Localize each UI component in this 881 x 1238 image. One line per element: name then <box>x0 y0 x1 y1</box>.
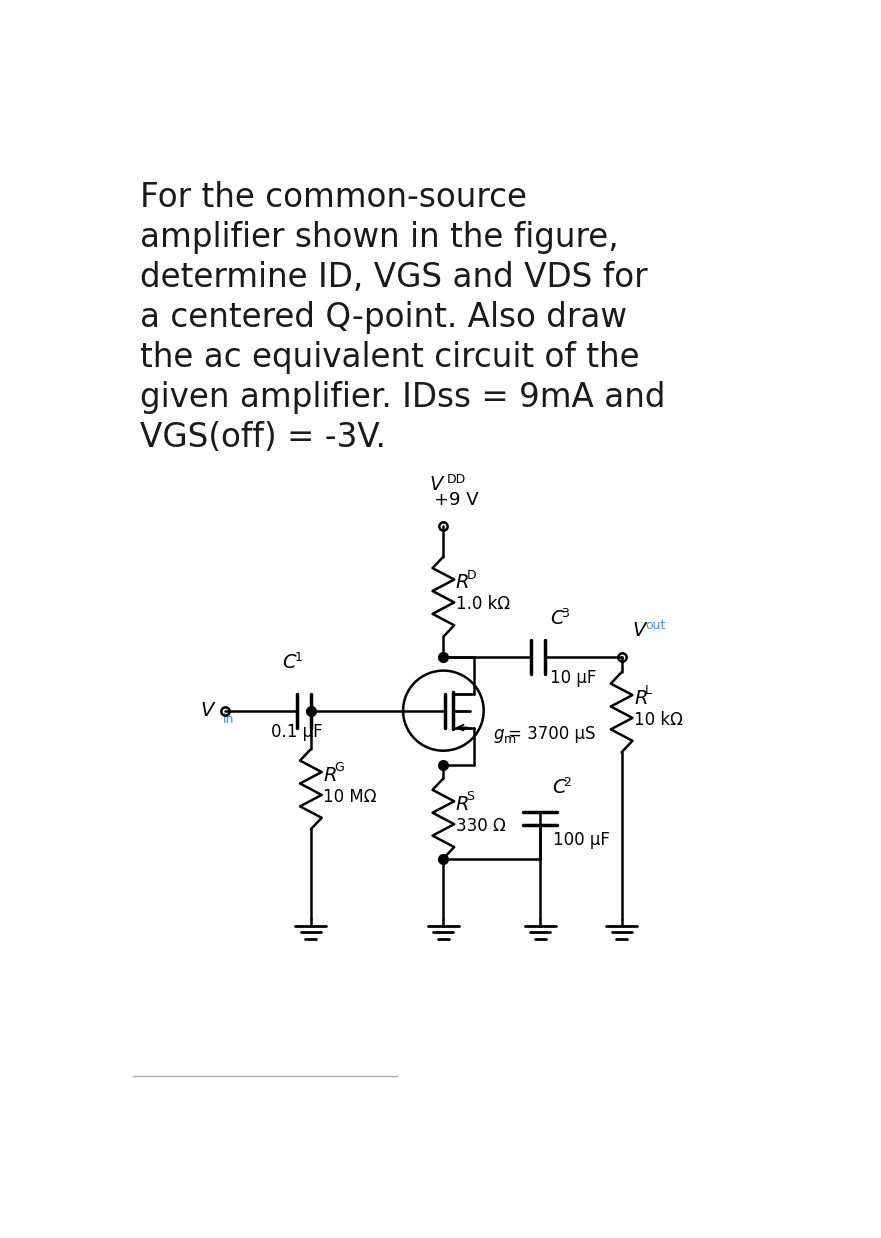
Text: DD: DD <box>448 473 467 485</box>
Text: R: R <box>634 688 648 708</box>
Text: = 3700 μS: = 3700 μS <box>508 724 596 743</box>
Text: 10 μF: 10 μF <box>551 669 596 687</box>
Text: D: D <box>467 568 477 582</box>
Text: out: out <box>645 619 665 633</box>
Text: R: R <box>323 766 337 785</box>
Text: For the common-source: For the common-source <box>139 181 527 214</box>
Text: C: C <box>282 654 296 672</box>
Text: S: S <box>467 790 475 803</box>
Text: C: C <box>552 777 566 797</box>
Text: in: in <box>223 713 234 727</box>
Text: G: G <box>334 761 344 774</box>
Text: 330 Ω: 330 Ω <box>455 817 506 836</box>
Text: g: g <box>493 724 503 743</box>
Text: 10 kΩ: 10 kΩ <box>634 711 683 729</box>
Text: 10 MΩ: 10 MΩ <box>323 787 377 806</box>
Text: the ac equivalent circuit of the: the ac equivalent circuit of the <box>139 340 640 374</box>
Text: V: V <box>429 474 443 494</box>
Text: L: L <box>645 685 652 697</box>
Text: V: V <box>201 701 214 721</box>
Text: 1: 1 <box>294 651 302 665</box>
Text: given amplifier. IDss = 9mA and: given amplifier. IDss = 9mA and <box>139 381 665 413</box>
Text: amplifier shown in the figure,: amplifier shown in the figure, <box>139 220 618 254</box>
Text: determine ID, VGS and VDS for: determine ID, VGS and VDS for <box>139 261 648 293</box>
Text: 0.1 μF: 0.1 μF <box>271 723 323 742</box>
Text: VGS(off) = -3V.: VGS(off) = -3V. <box>139 421 386 454</box>
Text: R: R <box>455 795 470 815</box>
Text: a centered Q-point. Also draw: a centered Q-point. Also draw <box>139 301 626 334</box>
Text: +9 V: +9 V <box>434 491 478 509</box>
Text: m: m <box>504 733 516 747</box>
Text: R: R <box>455 573 470 592</box>
Text: C: C <box>551 609 564 628</box>
Text: V: V <box>633 620 646 640</box>
Text: 2: 2 <box>564 776 572 789</box>
Text: 100 μF: 100 μF <box>552 831 610 849</box>
Text: 3: 3 <box>561 607 569 620</box>
Text: 1.0 kΩ: 1.0 kΩ <box>455 595 510 613</box>
